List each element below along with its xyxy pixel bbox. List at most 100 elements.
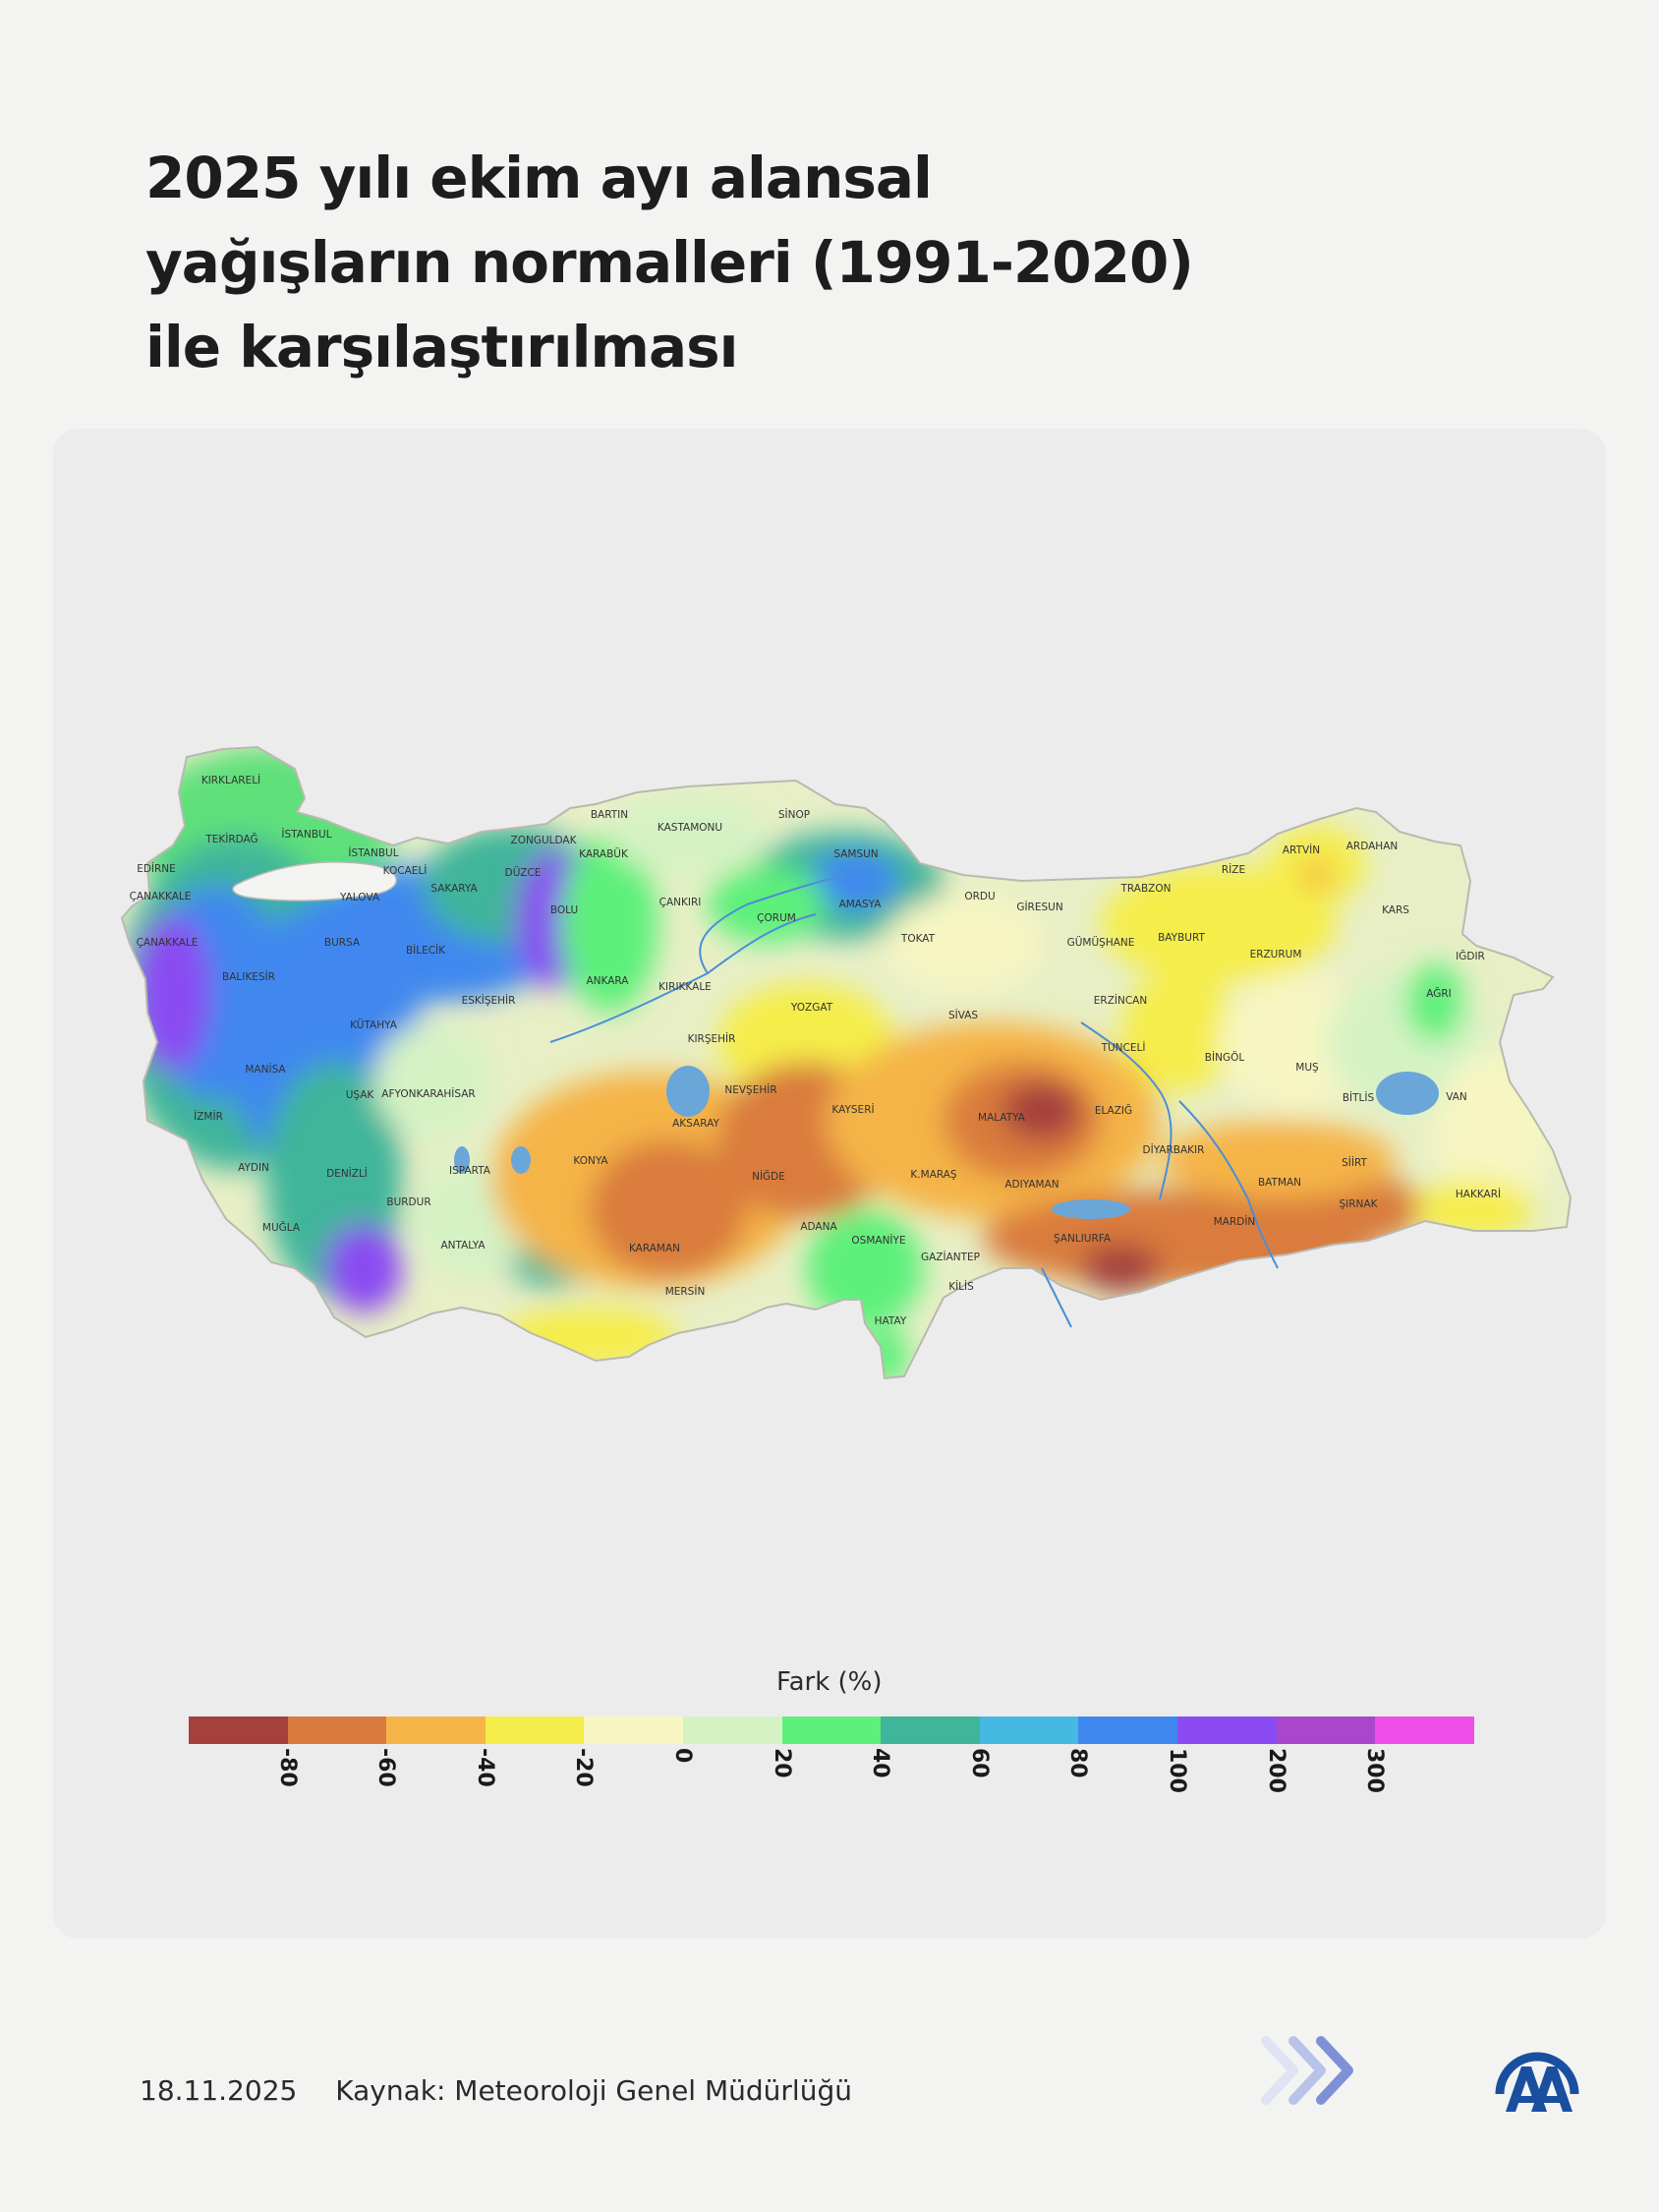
province-label: MUŞ (1295, 1062, 1319, 1074)
title-line-2: yağışların normalleri (1991-2020) (145, 229, 1194, 296)
province-label: ORDU (964, 891, 995, 902)
province-label: KARAMAN (629, 1243, 680, 1254)
legend-swatch (485, 1717, 585, 1744)
province-label: GÜMÜŞHANE (1067, 936, 1135, 949)
legend-tick-label: -40 (472, 1748, 497, 1787)
province-label: SAMSUN (833, 848, 878, 860)
province-label: KONYA (573, 1155, 608, 1167)
province-label: KÜTAHYA (350, 1019, 398, 1031)
tuz-lake (666, 1066, 710, 1117)
province-label: ERZİNCAN (1094, 994, 1147, 1007)
province-label: ÇANAKKALE (137, 937, 199, 949)
legend-swatch (1078, 1717, 1177, 1744)
province-label: ÇORUM (757, 912, 796, 924)
footer-source: Kaynak: Meteoroloji Genel Müdürlüğü (335, 2074, 852, 2107)
province-label: KARABÜK (579, 847, 629, 860)
legend-swatch (189, 1717, 288, 1744)
province-label: MARDİN (1214, 1215, 1256, 1228)
footer-date: 18.11.2025 (140, 2074, 298, 2107)
legend-swatch (1276, 1717, 1376, 1744)
province-label: İSTANBUL (281, 828, 331, 841)
province-label: KIRKLARELİ (201, 774, 260, 786)
province-label: K.MARAŞ (910, 1169, 957, 1181)
province-label: DİYARBAKIR (1143, 1143, 1205, 1156)
province-label: ZONGULDAK (511, 835, 578, 846)
egirdir-lake (454, 1146, 470, 1174)
title-line-3: ile karşılaştırılması (145, 314, 739, 380)
province-label: BİNGÖL (1205, 1051, 1245, 1064)
province-label: YOZGAT (790, 1002, 833, 1014)
legend-color-scale (189, 1717, 1474, 1744)
province-label: AĞRI (1426, 987, 1452, 1000)
province-label: TOKAT (900, 933, 936, 945)
province-label: BAYBURT (1158, 932, 1205, 944)
province-label: EDİRNE (137, 862, 176, 875)
legend-swatch (287, 1717, 387, 1744)
province-label: HATAY (875, 1315, 907, 1327)
province-label: SİVAS (948, 1009, 978, 1021)
legend-tick-label: 0 (670, 1748, 695, 1764)
province-label: BİLECİK (406, 944, 446, 957)
legend-tick-label: 200 (1263, 1748, 1288, 1793)
province-label: BURDUR (386, 1196, 430, 1208)
province-label: BOLU (550, 904, 578, 916)
province-label: OSMANİYE (851, 1234, 905, 1247)
legend-swatch (386, 1717, 486, 1744)
province-label: SİNOP (778, 808, 810, 821)
province-label: HAKKARİ (1456, 1188, 1501, 1200)
province-label: ESKİŞEHİR (462, 994, 516, 1007)
marmara-sea (232, 861, 397, 902)
province-label: KAYSERİ (831, 1103, 874, 1116)
province-label: SAKARYA (430, 883, 478, 895)
legend-swatch (1375, 1717, 1474, 1744)
aa-logo (1495, 2052, 1579, 2112)
province-label: AFYONKARAHİSAR (381, 1087, 475, 1100)
province-label: AKSARAY (672, 1118, 719, 1130)
province-label: TEKİRDAĞ (204, 833, 257, 845)
province-label: YALOVA (339, 892, 380, 903)
province-label: TRABZON (1120, 883, 1172, 895)
legend-tick-label: 80 (1065, 1748, 1091, 1778)
province-label: MERSİN (665, 1285, 706, 1298)
province-label: KIRŞEHİR (688, 1032, 736, 1045)
triple-chevron-right-icon (1261, 2036, 1353, 2105)
page-title: 2025 yılı ekim ayı alansal yağışların no… (145, 136, 1325, 389)
province-label: VAN (1446, 1091, 1467, 1103)
province-label: ANTALYA (440, 1240, 486, 1252)
legend-swatch (584, 1717, 683, 1744)
province-label: ADANA (800, 1221, 837, 1233)
province-label: SİİRT (1342, 1156, 1367, 1169)
province-label: KIRIKKALE (658, 981, 712, 993)
legend-swatch (781, 1717, 882, 1744)
province-label: ARTVİN (1283, 844, 1320, 856)
province-label: ISPARTA (449, 1165, 491, 1177)
legend-swatch (881, 1717, 980, 1744)
province-label: GAZİANTEP (921, 1251, 980, 1263)
province-label: BATMAN (1258, 1177, 1301, 1189)
province-label: MALATYA (978, 1112, 1026, 1124)
province-label: AYDIN (238, 1162, 269, 1174)
province-label: ŞIRNAK (1340, 1198, 1379, 1210)
van-lake (1376, 1072, 1439, 1115)
province-label: DENİZLİ (326, 1167, 368, 1180)
title-line-1: 2025 yılı ekim ayı alansal (145, 145, 933, 211)
province-label: ŞANLIURFA (1054, 1233, 1112, 1245)
legend-tick-label: 100 (1165, 1748, 1189, 1793)
legend-tick-label: 300 (1362, 1748, 1388, 1793)
province-label: GİRESUN (1016, 901, 1062, 913)
ataturk-dam-lake (1052, 1199, 1130, 1219)
legend-tick-label: 60 (966, 1748, 992, 1778)
province-label: DÜZCE (505, 866, 542, 879)
province-label: KİLİS (948, 1280, 974, 1293)
beysehir-lake (511, 1146, 531, 1174)
province-label: NİĞDE (752, 1170, 785, 1183)
province-labels: KIRKLARELİ TEKİRDAĞ İSTANBUL İSTANBUL EDİRNE… (130, 774, 1502, 1327)
legend-tick-label: 20 (769, 1748, 794, 1778)
province-label: KASTAMONU (658, 822, 722, 834)
province-label: ÇANAKKALE (130, 891, 192, 902)
province-label: BALIKESİR (222, 970, 275, 983)
province-label: KOCAELİ (383, 864, 428, 877)
footer: 18.11.2025 Kaynak: Meteoroloji Genel Müd… (140, 2074, 852, 2107)
legend-tick-label: -20 (571, 1748, 597, 1787)
province-label: ÇANKIRI (659, 897, 702, 908)
